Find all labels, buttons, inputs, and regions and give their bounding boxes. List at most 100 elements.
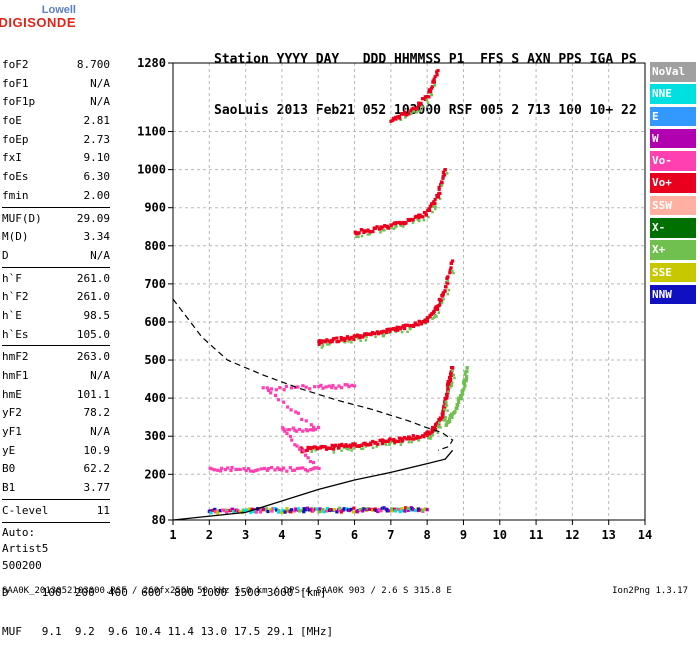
param-label: fxI <box>2 151 22 165</box>
echo-mark <box>405 113 409 117</box>
echo-mark <box>347 448 350 451</box>
echo-mark <box>353 442 357 446</box>
y-tick-label: 900 <box>144 201 166 215</box>
logo-bottom-text: DIGISONDE <box>0 15 76 30</box>
echo-mark <box>262 507 266 511</box>
legend-item-x-: X+ <box>650 240 696 260</box>
echo-mark <box>332 508 336 512</box>
echo-mark <box>410 440 413 444</box>
echo-mark <box>444 392 449 396</box>
echo-mark <box>308 387 312 391</box>
echo-mark <box>399 443 403 446</box>
echo-mark <box>402 112 406 116</box>
echo-mark <box>317 342 321 346</box>
param-value: 2.00 <box>83 188 111 202</box>
echo-mark <box>401 225 405 228</box>
echo-mark <box>382 329 386 333</box>
y-tick-label: 400 <box>144 391 166 405</box>
echo-mark <box>431 210 434 214</box>
echo-mark <box>464 376 469 381</box>
echo-mark <box>386 327 391 331</box>
echo-mark <box>325 507 330 511</box>
echo-mark <box>429 437 432 440</box>
echo-mark <box>318 339 322 343</box>
echo-mark <box>283 510 287 514</box>
echo-mark <box>427 436 430 440</box>
echo-mark <box>330 340 334 344</box>
param-label: M(D) <box>2 230 29 244</box>
echo-mark <box>350 383 354 387</box>
logo-top-text: Lowell <box>41 4 76 16</box>
echo-mark <box>325 338 329 342</box>
ionogram-chart: 1 2 3 4 5 6 7 8 9 10 11 12 13 14802003004005006007008… <box>137 56 652 542</box>
echo-mark <box>430 312 434 316</box>
echo-mark <box>337 445 341 449</box>
echo-mark <box>230 507 235 511</box>
echo-mark <box>363 332 367 336</box>
x-tick-label: 10 <box>493 528 507 542</box>
echo-mark <box>337 443 342 447</box>
echo-mark <box>426 430 430 434</box>
echo-mark <box>439 180 444 184</box>
echo-mark <box>215 511 220 515</box>
echo-mark <box>343 340 347 344</box>
param-value: 62.2 <box>83 462 111 476</box>
echo-mark <box>462 381 466 385</box>
distance-row: D 100 200 400 600 800 1000 1500 3000 [km… <box>2 586 327 599</box>
digisonde-logo: Lowell DIGISONDE <box>0 4 76 34</box>
echo-mark <box>322 510 326 514</box>
echo-mark <box>238 467 242 472</box>
echo-mark <box>313 427 318 431</box>
param-label: h`F <box>2 271 22 285</box>
param-value: 2.73 <box>83 132 111 146</box>
echo-mark <box>457 396 461 400</box>
muf-row: MUF 9.1 9.2 9.6 10.4 11.4 13.0 17.5 29.1… <box>2 625 334 638</box>
echo-mark <box>280 468 284 472</box>
echo-mark <box>446 292 450 296</box>
echo-mark <box>334 443 338 447</box>
param-value: 263.0 <box>76 350 110 364</box>
echo-mark <box>444 396 448 400</box>
echo-mark <box>213 507 217 512</box>
echo-mark <box>288 434 293 439</box>
echo-mark <box>416 218 419 221</box>
echo-mark <box>294 429 299 433</box>
param-row: h`Es 105.0 <box>2 326 110 345</box>
param-row: hmF2 263.0 <box>2 348 110 367</box>
echo-mark <box>281 426 285 430</box>
echo-mark <box>303 468 308 472</box>
echo-mark <box>316 425 321 430</box>
echo-mark <box>404 116 407 119</box>
echo-mark <box>347 385 351 389</box>
echo-mark <box>274 388 278 392</box>
echo-mark <box>290 438 294 442</box>
param-row: foF1 N/A <box>2 75 110 94</box>
param-row: foEs 6.30 <box>2 168 110 187</box>
echo-mark <box>440 184 444 187</box>
echo-mark <box>293 443 297 447</box>
param-value: 101.1 <box>76 387 110 401</box>
echo-mark <box>315 447 319 451</box>
echo-mark <box>387 226 391 230</box>
echo-mark <box>384 439 388 443</box>
echo-mark <box>379 231 382 234</box>
echo-mark <box>296 507 301 511</box>
echo-mark <box>428 89 433 94</box>
echo-mark <box>219 469 223 473</box>
echo-mark <box>415 106 419 110</box>
echo-mark <box>338 506 342 510</box>
param-label: yF2 <box>2 406 22 420</box>
echo-mark <box>392 326 396 331</box>
echo-mark <box>374 335 377 339</box>
echo-mark <box>356 508 360 513</box>
echo-mark <box>375 225 379 229</box>
echo-mark <box>360 447 363 451</box>
param-separator <box>2 345 110 347</box>
echo-mark <box>394 117 398 121</box>
echo-mark <box>430 204 434 208</box>
echo-mark <box>232 509 236 514</box>
legend-item-nne: NNE <box>650 84 696 104</box>
echo-mark <box>347 340 350 343</box>
echo-mark <box>450 381 454 385</box>
echo-mark <box>435 193 439 198</box>
